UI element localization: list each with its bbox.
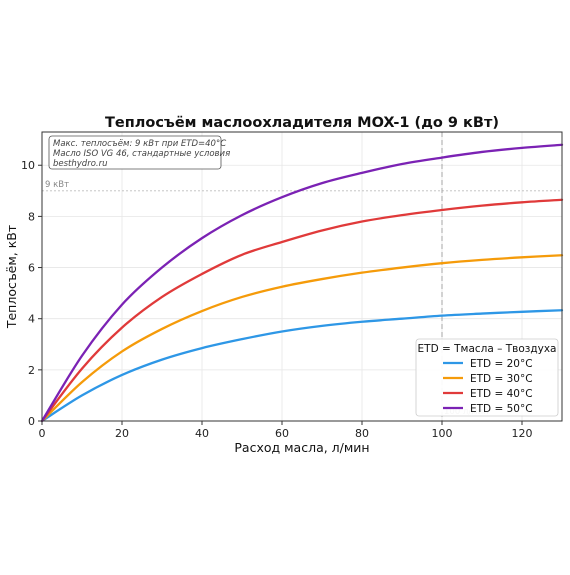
- ref-hline-label: 9 кВт: [45, 180, 69, 190]
- info-line-3: besthydro.ru: [53, 159, 107, 169]
- x-tick-label: 0: [39, 427, 46, 440]
- x-tick-label: 120: [512, 427, 533, 440]
- legend-title: ETD = Tмасла – Tвоздуха: [418, 343, 557, 355]
- x-tick-label: 60: [275, 427, 289, 440]
- series-group: [40, 143, 564, 423]
- y-tick-label: 4: [28, 313, 35, 326]
- series-line-etd-30: [40, 254, 564, 423]
- y-tick-label: 0: [28, 415, 35, 428]
- y-axis: 0 2 4 6 8 10: [21, 159, 42, 428]
- plot-frame: [41, 131, 563, 422]
- legend-label: ETD = 40°C: [470, 388, 533, 400]
- x-axis-label: Расход масла, л/мин: [234, 440, 369, 455]
- series-line-etd-50: [40, 143, 564, 423]
- info-line-1: Макс. теплосъём: 9 кВт при ETD=40°C: [53, 139, 226, 149]
- info-box: Макс. теплосъём: 9 кВт при ETD=40°C Масл…: [48, 135, 230, 170]
- info-line-2: Масло ISO VG 46, стандартные условия: [53, 149, 230, 159]
- y-tick-label: 10: [21, 159, 35, 172]
- x-tick-label: 40: [195, 427, 209, 440]
- y-axis-label: Теплосъём, кВт: [4, 225, 19, 329]
- legend-label: ETD = 30°C: [470, 373, 533, 385]
- y-tick-label: 6: [28, 262, 35, 275]
- y-tick-label: 2: [28, 364, 35, 377]
- series-line-etd-20: [40, 309, 564, 423]
- info-box-frame: [48, 135, 222, 170]
- x-tick-label: 20: [115, 427, 129, 440]
- legend-frame: [415, 338, 559, 417]
- x-axis: 0 20 40 60 80 100 120: [39, 421, 533, 440]
- x-tick-label: 80: [355, 427, 369, 440]
- legend-label: ETD = 20°C: [470, 358, 533, 370]
- legend-label: ETD = 50°C: [470, 403, 533, 415]
- legend-entries: ETD = 20°C ETD = 30°C ETD = 40°C ETD = 50°C: [443, 358, 533, 415]
- x-tick-label: 100: [432, 427, 453, 440]
- y-tick-label: 8: [28, 210, 35, 223]
- series-line-etd-40: [40, 198, 564, 423]
- chart-title: Теплосъём маслоохладителя MOX-1 (до 9 кВ…: [105, 115, 499, 131]
